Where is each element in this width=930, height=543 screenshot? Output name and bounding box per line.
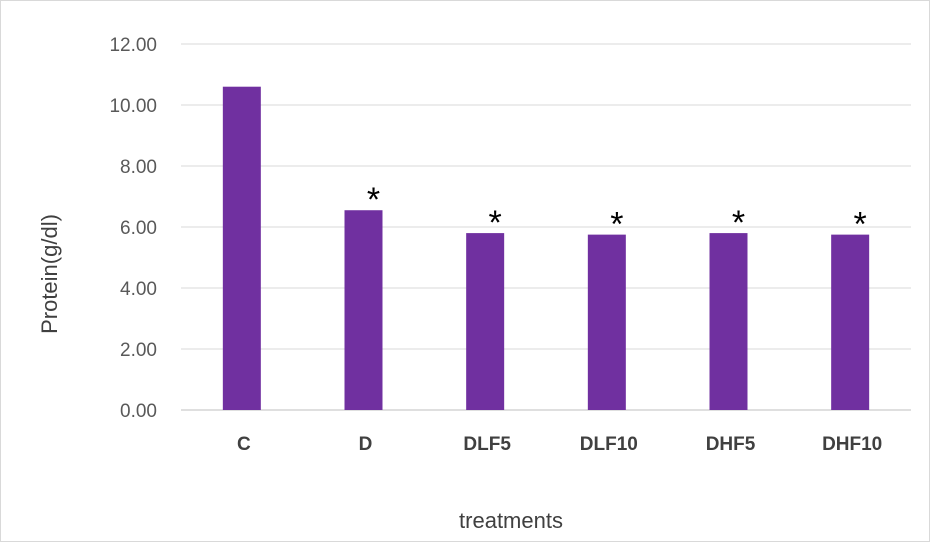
x-tick-label: DHF10 bbox=[822, 434, 882, 455]
significance-markers: * * * * * bbox=[367, 181, 867, 243]
y-tick-label: 0.00 bbox=[120, 401, 157, 422]
y-tick-label: 12.00 bbox=[109, 35, 157, 56]
significance-marker: * bbox=[854, 206, 867, 244]
y-tick-label: 8.00 bbox=[120, 157, 157, 178]
significance-marker: * bbox=[367, 181, 380, 219]
x-tick-label: DHF5 bbox=[706, 434, 756, 455]
y-tick-label: 2.00 bbox=[120, 340, 157, 361]
x-axis-ticks: C D DLF5 DLF10 DHF5 DHF10 bbox=[237, 434, 882, 455]
x-tick-label: DLF10 bbox=[580, 434, 638, 455]
gridlines bbox=[181, 43, 911, 411]
y-tick-label: 6.00 bbox=[120, 218, 157, 239]
y-axis-ticks: 0.00 2.00 4.00 6.00 8.00 10.00 12.00 bbox=[109, 35, 157, 422]
significance-marker: * bbox=[610, 206, 623, 244]
x-tick-label: D bbox=[359, 434, 373, 455]
bar-dlf10 bbox=[587, 234, 626, 410]
significance-marker: * bbox=[732, 204, 745, 242]
bar-c bbox=[222, 86, 261, 410]
y-tick-label: 4.00 bbox=[120, 279, 157, 300]
bar-d bbox=[344, 210, 383, 410]
x-tick-label: DLF5 bbox=[463, 434, 511, 455]
bar-dhf10 bbox=[831, 234, 870, 410]
bars bbox=[222, 86, 870, 410]
x-tick-label: C bbox=[237, 434, 251, 455]
bar-dhf5 bbox=[709, 233, 748, 410]
y-tick-label: 10.00 bbox=[109, 96, 157, 117]
bar-dlf5 bbox=[466, 233, 505, 410]
x-axis-title: treatments bbox=[459, 508, 563, 533]
significance-marker: * bbox=[489, 204, 502, 242]
y-axis-title: Protein(g/dl) bbox=[37, 214, 62, 334]
